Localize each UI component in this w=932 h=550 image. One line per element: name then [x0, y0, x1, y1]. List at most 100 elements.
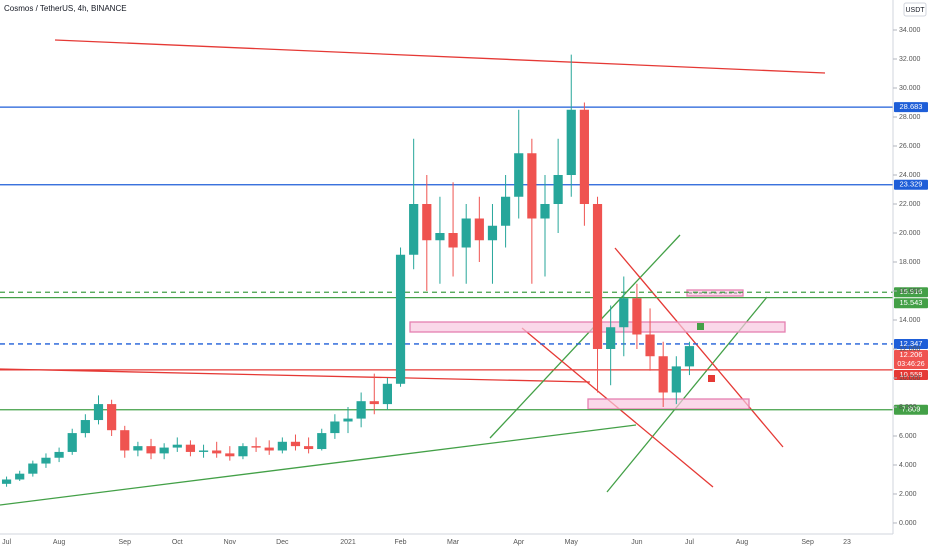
candle-body — [225, 453, 235, 457]
y-tick-label: 34.000 — [899, 27, 921, 34]
price-axis — [893, 0, 932, 550]
x-tick-label: Apr — [513, 539, 525, 546]
candle-body — [198, 450, 209, 452]
price-label: 12.347 — [900, 339, 923, 348]
zone — [587, 398, 750, 410]
candle-body — [185, 444, 196, 452]
candle-body — [28, 463, 38, 474]
candle-body — [671, 366, 681, 393]
price-label: 12.206 — [900, 350, 923, 359]
x-tick-label: Aug — [53, 539, 66, 546]
y-tick-label: 22.000 — [899, 201, 921, 208]
candle-body — [632, 298, 642, 335]
candle-body — [41, 457, 51, 464]
y-tick-label: 32.000 — [899, 56, 921, 63]
candle-body — [395, 254, 406, 384]
trend-line — [0, 424, 637, 506]
trend-line — [489, 234, 681, 439]
candle-body — [409, 204, 419, 255]
candle-body — [238, 446, 248, 457]
y-tick-label: 24.000 — [899, 172, 921, 179]
candle-body — [500, 196, 511, 226]
candle-body — [448, 232, 458, 248]
candles — [1, 54, 695, 487]
y-tick-label: 28.000 — [899, 114, 921, 121]
candle-body — [80, 420, 90, 434]
x-tick-label: Aug — [736, 539, 749, 546]
currency-box[interactable] — [903, 2, 927, 17]
signal-icon — [697, 323, 704, 330]
candle-body — [579, 109, 589, 205]
price-label-box — [894, 404, 928, 415]
candle-body — [107, 404, 117, 431]
candle-body — [592, 204, 603, 349]
price-label-box — [894, 179, 928, 190]
y-tick-label: 4.000 — [899, 462, 917, 469]
candle-body — [93, 404, 104, 421]
candle-body — [474, 218, 484, 241]
candle-body — [382, 383, 393, 405]
candle-body — [330, 421, 340, 434]
chart-title: Cosmos / TetherUS, 4h, BINANCE — [4, 4, 127, 13]
candle-body — [15, 473, 25, 480]
candle-body — [619, 298, 629, 328]
y-tick-label: 14.000 — [899, 317, 921, 324]
candle-body — [553, 175, 563, 205]
candle-body — [172, 444, 182, 448]
candle-body — [251, 446, 261, 448]
candle-body — [120, 430, 130, 451]
currency: USDT — [905, 7, 925, 14]
price-label: 28.683 — [900, 102, 923, 111]
candle-body — [369, 401, 379, 405]
y-tick-label: 30.000 — [899, 85, 921, 92]
x-tick-label: May — [565, 539, 579, 546]
y-tick-label: 2.000 — [899, 491, 917, 498]
x-tick-label: Jul — [2, 539, 11, 546]
price-label-box — [894, 338, 928, 349]
x-tick-label: Oct — [172, 539, 183, 546]
y-tick-label: 20.000 — [899, 230, 921, 237]
candle-body — [290, 441, 301, 447]
candle-body — [212, 450, 222, 454]
candle-body — [304, 446, 314, 450]
price-labels: 28.683 23.329 15.916 15.543 12.347 12.206 03:4… — [894, 102, 928, 415]
candle-body — [146, 446, 156, 454]
candle-body — [277, 441, 287, 451]
candle-body — [514, 153, 524, 197]
candle-body — [684, 346, 695, 367]
x-tick-label: Sep — [119, 539, 132, 546]
price-label: 10.558 — [900, 370, 923, 379]
candle-body — [566, 109, 576, 176]
y-tick-label: 0.000 — [899, 520, 917, 527]
price-label: 15.543 — [900, 298, 923, 307]
y-tick-label: 12.000 — [899, 346, 921, 353]
trend-line — [54, 39, 826, 74]
price-label-box — [894, 287, 928, 298]
candle-body — [356, 401, 366, 419]
trend-line — [0, 368, 591, 383]
x-tick-label: Dec — [276, 539, 289, 546]
y-tick-label: 8.000 — [899, 404, 917, 411]
candle-body — [67, 433, 77, 452]
price-label-box — [894, 369, 928, 380]
x-tick-label: Mar — [447, 539, 460, 546]
price-label-box — [894, 102, 928, 113]
y-tick-label: 16.000 — [899, 288, 921, 295]
price-label: 23.329 — [900, 180, 923, 189]
candle-body — [343, 418, 353, 422]
x-tick-label: 2021 — [340, 539, 356, 546]
candle-body — [527, 153, 537, 219]
trend-line — [614, 247, 784, 448]
signal-icon — [708, 375, 715, 382]
x-tick-label: Jun — [631, 539, 642, 546]
candle-body — [54, 451, 64, 458]
price-label-box — [894, 349, 928, 369]
candle-body — [606, 327, 616, 349]
x-tick-label: 23 — [843, 539, 851, 546]
candle-body — [461, 218, 471, 248]
candle-body — [133, 446, 143, 451]
candle-body — [1, 479, 12, 484]
y-tick-label: 26.000 — [899, 143, 921, 150]
candle-body — [658, 356, 668, 393]
